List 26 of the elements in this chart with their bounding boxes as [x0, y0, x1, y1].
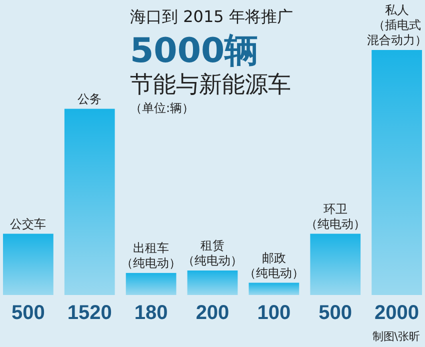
bar	[310, 234, 361, 295]
x-tick-label: 邮政（纯电动）	[244, 250, 304, 280]
bar	[126, 272, 176, 295]
chart-title: 海口到 2015 年将推广	[130, 7, 293, 26]
x-tick-label: 环卫（纯电动）	[305, 202, 366, 231]
x-tick-label: 出租车（纯电动）	[121, 240, 182, 270]
data-label: 100	[257, 302, 291, 324]
data-label: 500	[318, 302, 352, 324]
bar	[3, 234, 54, 295]
data-label: 180	[134, 302, 168, 324]
data-label: 2000	[374, 302, 420, 324]
data-label: 200	[196, 302, 230, 324]
bar	[372, 50, 422, 295]
x-tick-label: 公交车	[10, 216, 46, 231]
chart-subtitle: 5000辆	[130, 31, 259, 71]
x-tick-label: 租赁（纯电动）	[182, 238, 242, 268]
data-label: 500	[12, 302, 45, 324]
bar	[187, 270, 238, 295]
bar	[64, 108, 115, 295]
x-tick-label: 公务	[78, 92, 102, 106]
text: 制图\张昕	[372, 330, 420, 343]
annotation: 节能与新能源车	[130, 72, 291, 98]
annotation: （单位:辆）	[130, 101, 194, 115]
bar	[248, 282, 300, 295]
data-label: 1520	[67, 302, 112, 324]
x-tick-label: 私人（插电式混合动力）	[366, 3, 425, 47]
